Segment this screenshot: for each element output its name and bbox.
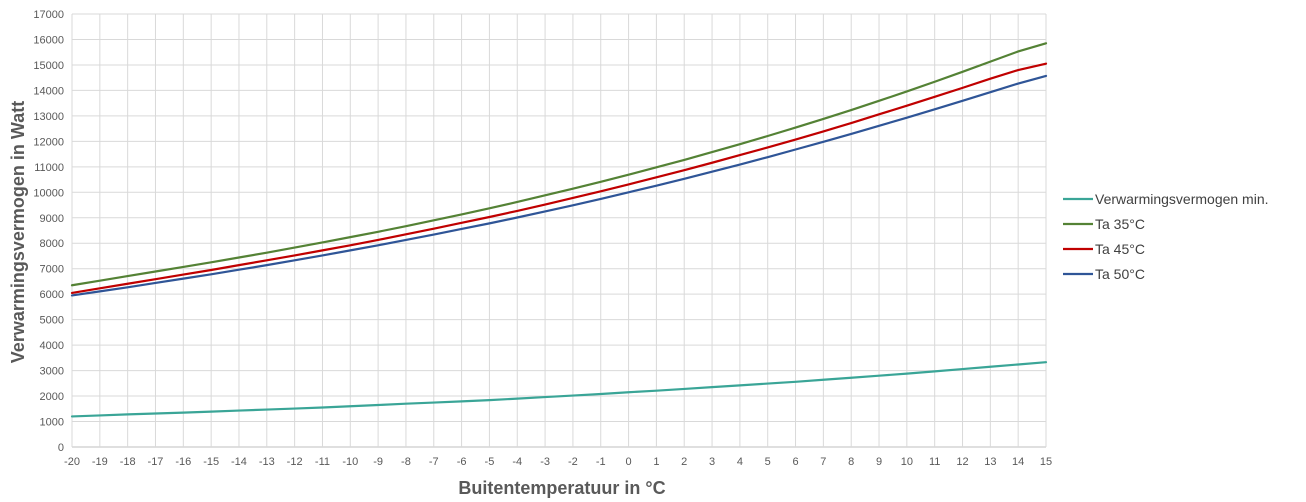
x-tick-label: 8 bbox=[848, 456, 854, 468]
y-tick-label: 0 bbox=[58, 442, 64, 454]
x-tick-label: -6 bbox=[457, 456, 467, 468]
y-tick-label: 1000 bbox=[40, 417, 64, 429]
x-tick-label: -15 bbox=[203, 456, 219, 468]
x-tick-label: 1 bbox=[653, 456, 659, 468]
x-tick-label: -5 bbox=[485, 456, 495, 468]
x-tick-label: -3 bbox=[540, 456, 550, 468]
x-tick-label: 4 bbox=[737, 456, 743, 468]
x-tick-label: -13 bbox=[259, 456, 275, 468]
y-tick-label: 13000 bbox=[33, 111, 64, 123]
x-tick-label: -19 bbox=[92, 456, 108, 468]
x-tick-label: -11 bbox=[315, 456, 330, 468]
series-line-3 bbox=[70, 62, 1048, 294]
y-tick-label: 2000 bbox=[40, 391, 64, 403]
x-tick-label: -20 bbox=[64, 456, 80, 468]
x-tick-label: -16 bbox=[175, 456, 191, 468]
legend: Verwarmingsvermogen min. Ta 35°C Ta 45°C Ta… bbox=[1063, 191, 1269, 282]
x-tick-label: -12 bbox=[287, 456, 303, 468]
y-tick-label: 12000 bbox=[33, 136, 64, 148]
x-tick-label: 7 bbox=[820, 456, 826, 468]
y-tick-label: 6000 bbox=[40, 289, 64, 301]
x-tick-label: -18 bbox=[120, 456, 136, 468]
y-tick-label: 5000 bbox=[40, 315, 64, 327]
legend-label: Ta 45°C bbox=[1095, 241, 1145, 257]
x-tick-label: -1 bbox=[596, 456, 606, 468]
x-tick-label: 5 bbox=[765, 456, 771, 468]
x-tick-label: 14 bbox=[1012, 456, 1024, 468]
x-tick-label: 10 bbox=[901, 456, 913, 468]
x-tick-label: -17 bbox=[148, 456, 164, 468]
series-line-4 bbox=[70, 74, 1048, 297]
x-tick-label: 9 bbox=[876, 456, 882, 468]
y-tick-label: 11000 bbox=[34, 162, 64, 174]
y-tick-label: 17000 bbox=[33, 9, 64, 21]
legend-label: Verwarmingsvermogen min. bbox=[1095, 191, 1269, 207]
grid bbox=[71, 13, 1047, 448]
x-tick-label: 0 bbox=[626, 456, 632, 468]
x-tick-label: -7 bbox=[429, 456, 439, 468]
y-tick-label: 4000 bbox=[40, 340, 64, 352]
x-tick-label: -9 bbox=[373, 456, 383, 468]
x-tick-label: -8 bbox=[401, 456, 411, 468]
y-tick-label: 9000 bbox=[40, 213, 64, 225]
x-tick-label: 15 bbox=[1040, 456, 1052, 468]
axes: 0100020003000400050006000700080009000100… bbox=[33, 9, 1052, 468]
x-tick-label: 13 bbox=[984, 456, 996, 468]
x-tick-label: 12 bbox=[956, 456, 968, 468]
legend-label: Ta 50°C bbox=[1095, 266, 1145, 282]
y-tick-label: 15000 bbox=[33, 60, 64, 72]
x-tick-label: 6 bbox=[792, 456, 798, 468]
series-lines bbox=[70, 42, 1048, 418]
series-line-1 bbox=[70, 361, 1048, 418]
x-tick-label: -10 bbox=[342, 456, 358, 468]
x-tick-label: -2 bbox=[568, 456, 578, 468]
y-tick-label: 7000 bbox=[40, 264, 64, 276]
x-tick-label: 3 bbox=[709, 456, 715, 468]
y-tick-label: 3000 bbox=[40, 366, 64, 378]
series-line-2 bbox=[70, 42, 1048, 287]
x-tick-label: 2 bbox=[681, 456, 687, 468]
x-tick-label: -4 bbox=[512, 456, 522, 468]
x-tick-label: 11 bbox=[929, 456, 940, 468]
legend-label: Ta 35°C bbox=[1095, 216, 1145, 232]
y-tick-label: 16000 bbox=[33, 34, 64, 46]
x-tick-label: -14 bbox=[231, 456, 247, 468]
y-axis-title: Verwarmingsvermogen in Watt bbox=[8, 101, 28, 363]
x-axis-title: Buitentemperatuur in °C bbox=[458, 478, 665, 498]
y-tick-label: 8000 bbox=[40, 238, 64, 250]
y-tick-label: 14000 bbox=[33, 85, 64, 97]
y-tick-label: 10000 bbox=[33, 187, 64, 199]
